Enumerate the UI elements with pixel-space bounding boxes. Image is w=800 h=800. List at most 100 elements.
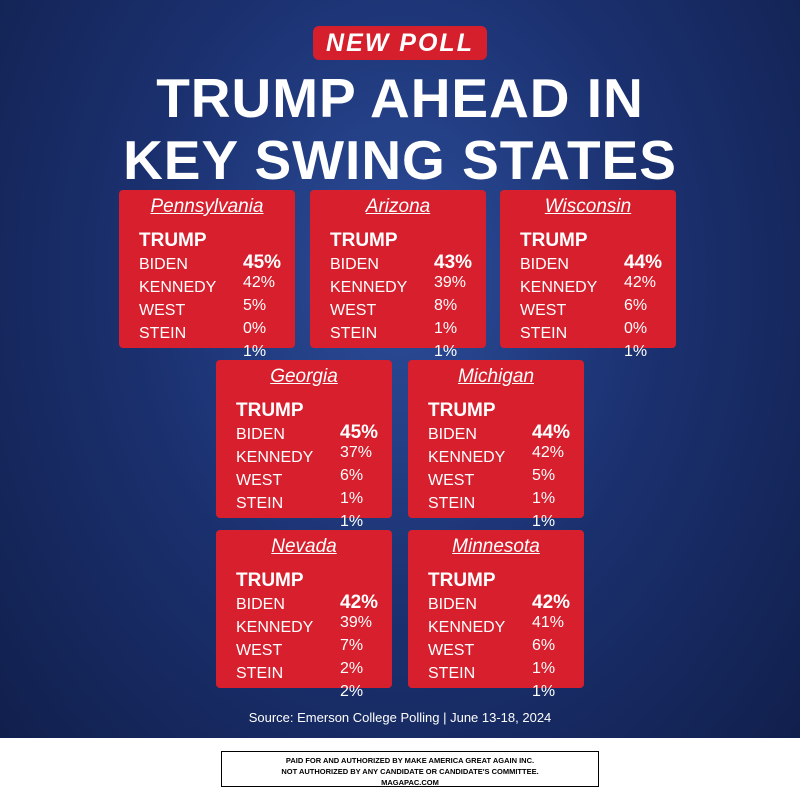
candidate: TRUMP (428, 400, 496, 421)
poll-row: STEIN 1% (236, 495, 378, 530)
percent: 39% (340, 614, 373, 631)
percent: 8% (434, 297, 458, 314)
percent: 45% (243, 252, 282, 273)
candidate: KENNEDY (330, 279, 408, 296)
candidate: KENNEDY (139, 279, 217, 296)
state-card: Michigan TRUMP 44% BIDEN 42% KENNEDY 5% WEST 1% S… (408, 360, 584, 530)
percent: 1% (243, 343, 267, 360)
poll-row: TRUMP 44% (428, 400, 570, 443)
poll-row: BIDEN 42% (428, 426, 570, 461)
poll-row: WEST 0% (139, 302, 281, 337)
poll-row: BIDEN 42% (139, 256, 281, 291)
candidate: KENNEDY (236, 619, 314, 636)
percent: 7% (340, 637, 364, 654)
state-card: Nevada TRUMP 42% BIDEN 39% KENNEDY 7% WEST 2% STE… (216, 530, 392, 700)
state-name: Minnesota (452, 536, 540, 557)
percent: 6% (532, 637, 556, 654)
disclaimer-line: MAGAPAC.COM (381, 778, 439, 787)
poll-row: WEST 0% (520, 302, 662, 337)
percent: 41% (532, 614, 565, 631)
percent: 44% (624, 252, 663, 273)
percent: 42% (624, 274, 657, 291)
candidate: WEST (236, 642, 283, 659)
percent: 6% (340, 467, 364, 484)
percent: 42% (243, 274, 276, 291)
state-name: Wisconsin (544, 196, 632, 217)
poll-row: KENNEDY 6% (520, 279, 662, 314)
poll-row: WEST 1% (428, 472, 570, 507)
candidate: TRUMP (139, 230, 207, 251)
candidate: STEIN (139, 325, 187, 342)
percent: 42% (532, 592, 571, 613)
percent: 1% (532, 660, 556, 677)
candidate: WEST (520, 302, 567, 319)
percent: 39% (434, 274, 467, 291)
candidate: KENNEDY (428, 619, 506, 636)
poll-row: STEIN 1% (330, 325, 472, 360)
poll-row: WEST 1% (428, 642, 570, 677)
poll-row: KENNEDY 6% (236, 449, 378, 484)
percent: 1% (340, 490, 364, 507)
percent: 1% (532, 683, 556, 700)
state-card: Georgia TRUMP 45% BIDEN 37% KENNEDY 6% WEST 1% ST… (216, 360, 392, 530)
candidate: BIDEN (520, 256, 569, 273)
candidate: TRUMP (236, 400, 304, 421)
candidate: WEST (428, 472, 475, 489)
percent: 1% (532, 513, 556, 530)
candidate: STEIN (428, 495, 476, 512)
source: Source: Emerson College Polling | June 1… (248, 710, 552, 725)
percent: 2% (340, 660, 364, 677)
state-card: Pennsylvania TRUMP 45% BIDEN 42% KENNEDY 5% WES… (119, 190, 295, 360)
state-name: Michigan (457, 366, 535, 387)
poll-row: TRUMP 44% (520, 230, 662, 273)
percent: 37% (340, 444, 373, 461)
percent: 1% (434, 320, 458, 337)
poll-row: TRUMP 45% (236, 400, 378, 443)
candidate: STEIN (236, 665, 284, 682)
percent: 42% (532, 444, 565, 461)
poll-row: STEIN 1% (428, 495, 570, 530)
poll-row: TRUMP 42% (428, 570, 570, 613)
poll-row: BIDEN 37% (236, 426, 378, 461)
poll-row: BIDEN 39% (330, 256, 472, 291)
candidate: WEST (236, 472, 283, 489)
candidate: BIDEN (428, 596, 477, 613)
candidate: STEIN (428, 665, 476, 682)
percent: 42% (340, 592, 379, 613)
state-name: Nevada (271, 536, 337, 557)
percent: 1% (532, 490, 556, 507)
candidate: BIDEN (428, 426, 477, 443)
title-line: KEY SWING STATES (123, 129, 677, 191)
candidate: STEIN (236, 495, 284, 512)
percent: 45% (340, 422, 379, 443)
candidate: KENNEDY (520, 279, 598, 296)
poll-row: KENNEDY 5% (139, 279, 281, 314)
percent: 0% (624, 320, 648, 337)
candidate: KENNEDY (236, 449, 314, 466)
title-line: TRUMP AHEAD IN (156, 67, 644, 129)
disclaimer-line: NOT AUTHORIZED BY ANY CANDIDATE OR CANDI… (281, 767, 539, 776)
poll-row: BIDEN 42% (520, 256, 662, 291)
percent: 43% (434, 252, 473, 273)
state-card: Arizona TRUMP 43% BIDEN 39% KENNEDY 8% WEST 1% ST… (310, 190, 486, 360)
candidate: KENNEDY (428, 449, 506, 466)
percent: 1% (624, 343, 648, 360)
poll-row: TRUMP 42% (236, 570, 378, 613)
state-card: Wisconsin TRUMP 44% BIDEN 42% KENNEDY 6% WEST 0%… (500, 190, 676, 360)
percent: 0% (243, 320, 267, 337)
poll-row: KENNEDY 7% (236, 619, 378, 654)
candidate: TRUMP (428, 570, 496, 591)
state-name: Pennsylvania (150, 196, 264, 217)
percent: 44% (532, 422, 571, 443)
percent: 2% (340, 683, 364, 700)
poll-row: STEIN 1% (520, 325, 662, 360)
disclaimer-line: PAID FOR AND AUTHORIZED BY MAKE AMERICA … (285, 756, 535, 765)
candidate: STEIN (330, 325, 378, 342)
percent: 5% (243, 297, 267, 314)
candidate: WEST (139, 302, 186, 319)
candidate: WEST (330, 302, 377, 319)
candidate: BIDEN (330, 256, 379, 273)
poll-row: KENNEDY 6% (428, 619, 570, 654)
poll-row: BIDEN 41% (428, 596, 570, 631)
